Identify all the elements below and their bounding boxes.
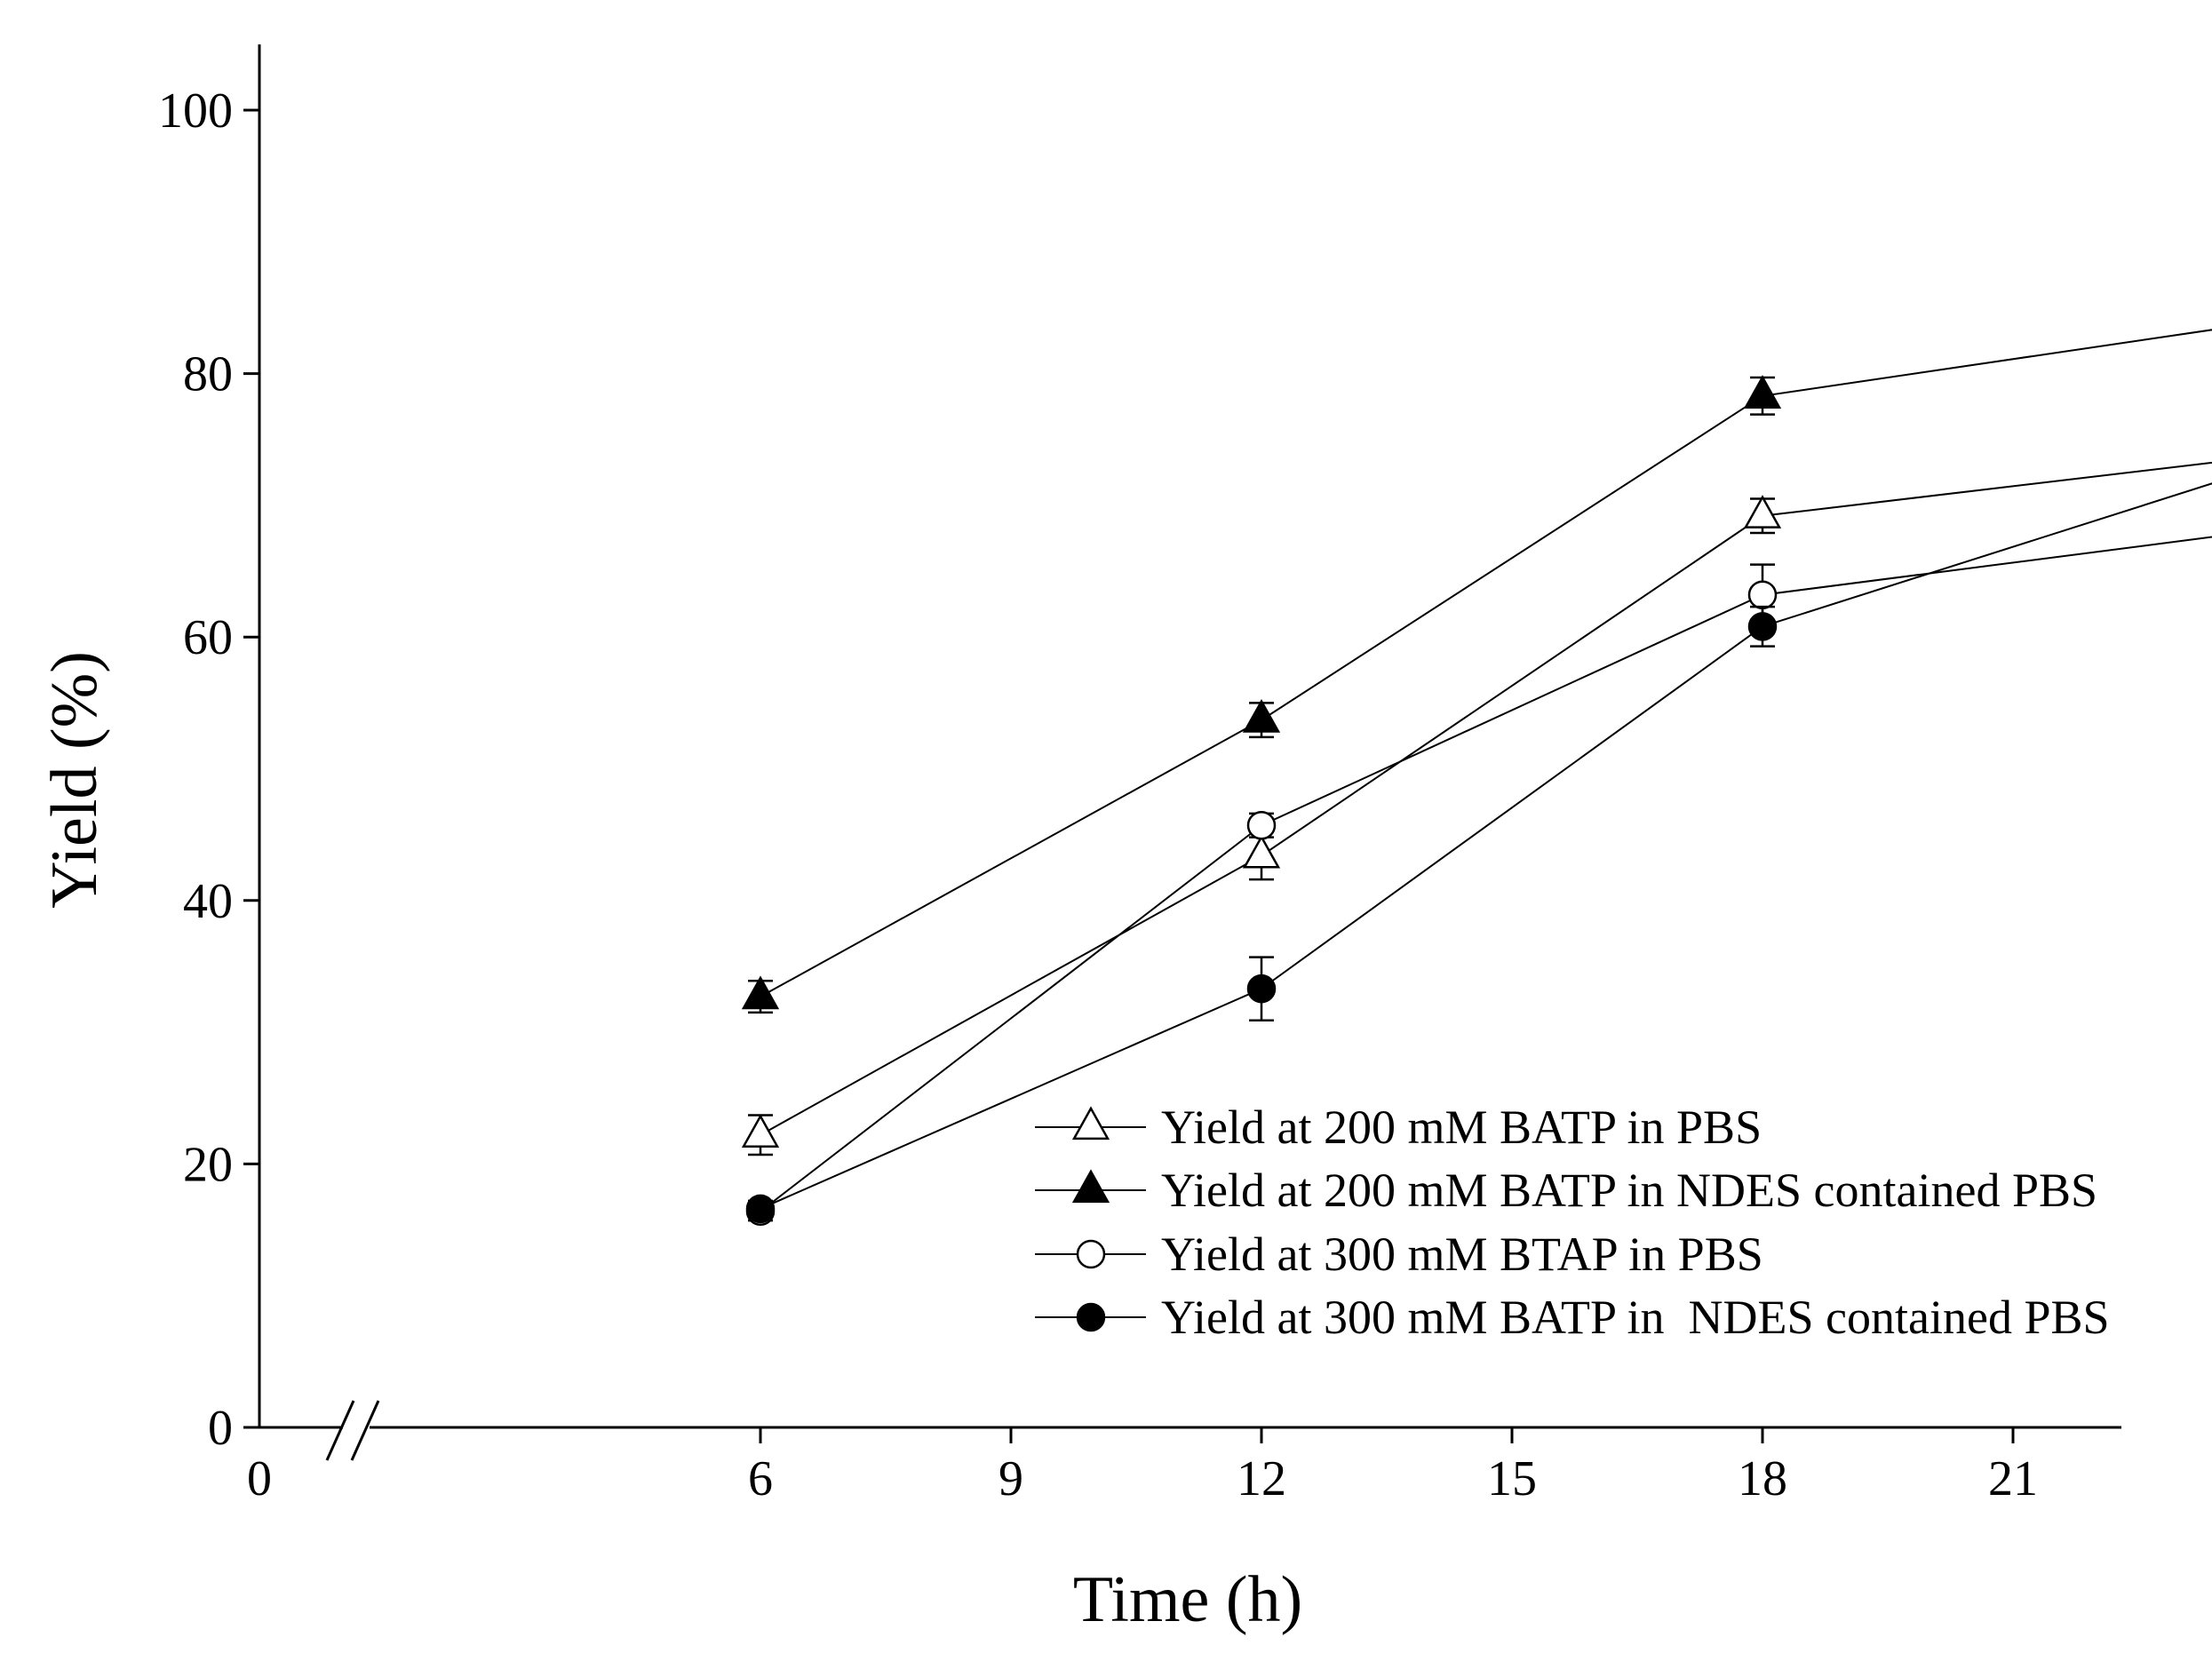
data-point <box>745 1194 776 1224</box>
x-tick-label: 12 <box>1237 1451 1286 1506</box>
legend-label: Yield at 300 mM BTAP in PBS <box>1161 1228 1763 1281</box>
series-line-4 <box>760 482 2212 1210</box>
y-tick-label: 80 <box>183 347 233 402</box>
data-point <box>1747 580 1778 609</box>
axes: 0204060801000691215182124 <box>158 44 2121 1506</box>
data-point <box>741 975 780 1010</box>
series-line-2 <box>760 329 2212 997</box>
y-tick-label: 20 <box>183 1137 233 1192</box>
data-point <box>1242 698 1281 733</box>
y-tick-label: 40 <box>183 874 233 929</box>
axis-break-gap <box>343 1424 370 1431</box>
data-point <box>1743 375 1782 409</box>
legend-label: Yield at 300 mM BATP in NDES contained P… <box>1161 1291 2110 1344</box>
x-axis-title: Time (h) <box>1073 1563 1302 1636</box>
series-line-3 <box>760 536 2212 1212</box>
y-tick-label: 100 <box>158 83 233 139</box>
axis-break-mark <box>350 1400 380 1461</box>
legend-marker <box>1076 1302 1106 1332</box>
y-axis-title: Yield (%) <box>38 651 111 909</box>
legend-label: Yield at 200 mM BATP in PBS <box>1161 1101 1762 1154</box>
axis-break-mark <box>325 1400 355 1461</box>
x-tick-label: 18 <box>1738 1451 1787 1506</box>
y-tick-label: 60 <box>183 610 233 665</box>
x-tick-label: 9 <box>999 1451 1023 1506</box>
x-tick-label: 0 <box>247 1451 272 1506</box>
series-markers <box>741 375 1782 1227</box>
data-point <box>1747 612 1778 641</box>
legend: Yield at 200 mM BATP in PBS Yield at 200 … <box>1035 1101 2110 1344</box>
data-point <box>1743 495 1782 528</box>
legend-marker <box>1076 1239 1106 1269</box>
data-point <box>741 1114 780 1148</box>
data-point <box>1246 811 1277 840</box>
x-tick-label: 21 <box>1988 1451 2038 1506</box>
y-tick-label: 0 <box>208 1401 233 1456</box>
series-line-1 <box>760 461 2212 1136</box>
data-point <box>1242 834 1281 869</box>
x-tick-label: 6 <box>748 1451 773 1506</box>
data-point <box>1246 974 1277 1004</box>
legend-label: Yield at 200 mM BATP in NDES contained P… <box>1161 1164 2097 1217</box>
legend-marker <box>1071 1169 1110 1204</box>
series-lines <box>760 329 2212 1212</box>
legend-marker <box>1071 1106 1110 1140</box>
x-tick-label: 15 <box>1487 1451 1537 1506</box>
